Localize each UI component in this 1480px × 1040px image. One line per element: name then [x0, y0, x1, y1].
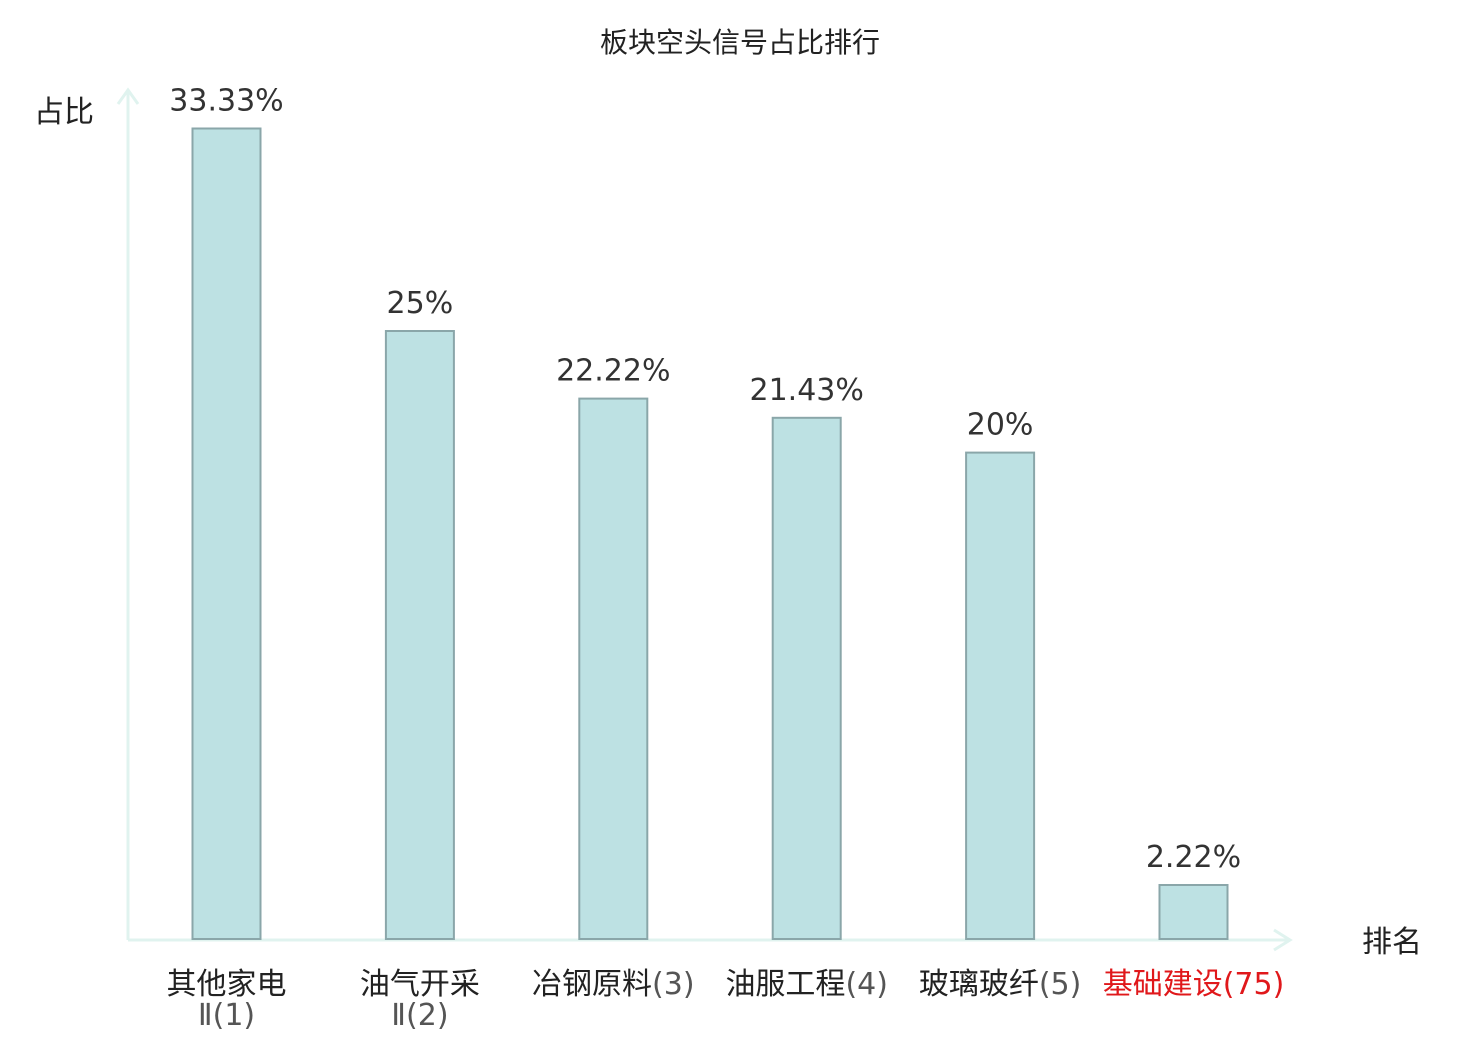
bar-5: [965, 451, 1036, 940]
value-label-4: 21.43%: [750, 373, 864, 408]
category-rank: (75): [1223, 967, 1285, 1002]
category-name: 其他家电: [167, 967, 287, 1002]
category-label-3: 冶钢原料(3): [532, 967, 695, 1002]
category-label-line2-1: Ⅱ(1): [198, 998, 255, 1033]
bar-4: [771, 416, 842, 940]
bar-2: [384, 330, 455, 940]
chart-title: 板块空头信号占比排行: [600, 26, 880, 59]
x-axis-arrow-icon: [1273, 928, 1293, 952]
category-label-6: 基础建设(75): [1103, 967, 1285, 1002]
value-label-3: 22.22%: [556, 354, 670, 389]
category-name: 冶钢原料: [532, 967, 652, 1002]
bar-3: [578, 397, 649, 941]
value-label-1: 33.33%: [169, 84, 283, 119]
category-label-1: 其他家电: [167, 967, 287, 1002]
category-label-5: 玻璃玻纤(5): [919, 967, 1082, 1002]
axes: [116, 87, 1293, 952]
bar-6: [1158, 884, 1229, 940]
category-label-4: 油服工程(4): [725, 967, 888, 1002]
x-axis-label: 排名: [1362, 925, 1422, 960]
category-name: 油服工程: [725, 967, 845, 1002]
category-rank: (3): [652, 967, 695, 1002]
category-name: 油气开采: [360, 967, 480, 1002]
value-label-6: 2.22%: [1146, 840, 1241, 875]
y-axis-label: 占比: [34, 95, 94, 130]
category-rank: (4): [845, 967, 888, 1002]
value-label-2: 25%: [387, 286, 454, 321]
bars: [191, 127, 1229, 941]
value-labels: 33.33% 25% 22.22% 21.43% 20% 2.22%: [169, 84, 1241, 876]
y-axis-arrow-icon: [116, 87, 140, 105]
category-label-2: 油气开采: [360, 967, 480, 1002]
category-name: 玻璃玻纤: [919, 967, 1039, 1002]
category-label-line2-2: Ⅱ(2): [391, 998, 448, 1033]
bar-1: [191, 127, 262, 940]
value-label-5: 20%: [967, 408, 1034, 443]
category-rank: (5): [1039, 967, 1082, 1002]
category-name: 基础建设: [1103, 967, 1223, 1002]
